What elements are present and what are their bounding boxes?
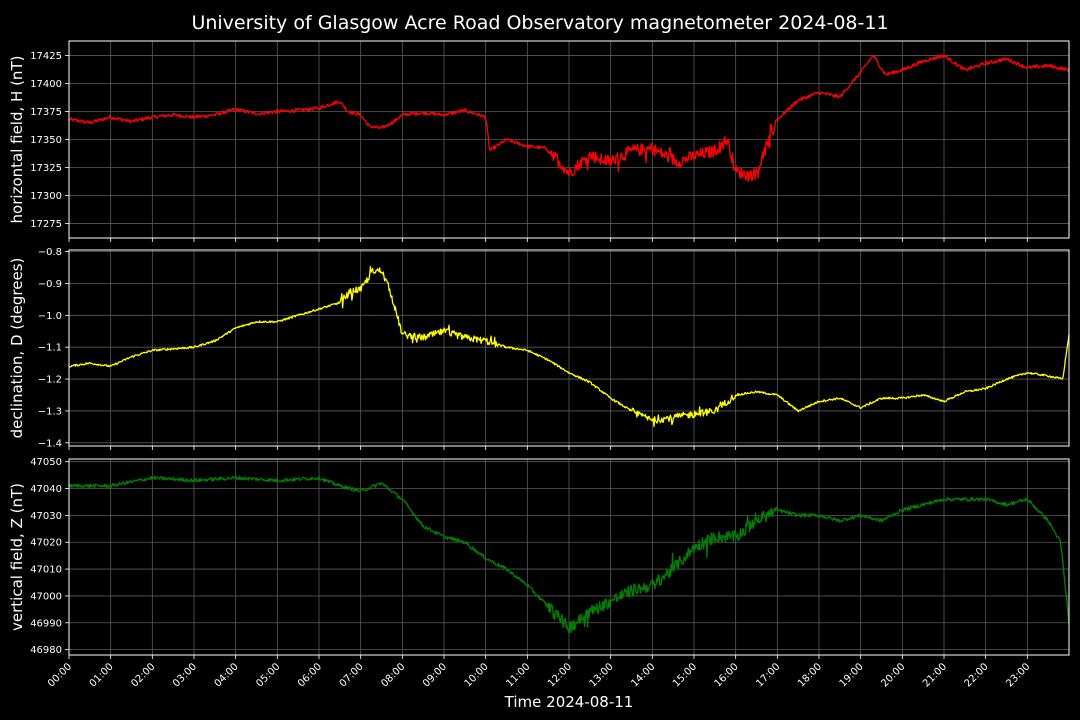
y-tick-label: 17275 <box>30 219 62 230</box>
x-tick-label: 23:00 <box>1004 661 1032 689</box>
y-tick-label: 17350 <box>30 135 62 146</box>
x-tick-label: 11:00 <box>504 661 532 689</box>
axes-frame <box>68 458 1070 656</box>
y-tick-label: 17300 <box>30 191 62 202</box>
x-tick-label: 20:00 <box>879 661 907 689</box>
y-tick-label: 47010 <box>30 565 62 576</box>
y-axis-label: vertical field, Z (nT) <box>8 483 26 631</box>
x-axis-label: Time 2024-08-11 <box>504 693 634 711</box>
y-tick-label: −1.0 <box>38 311 62 322</box>
x-tick-label: 05:00 <box>254 661 282 689</box>
x-tick-label: 04:00 <box>213 661 241 689</box>
y-tick-label: 46980 <box>30 645 62 656</box>
panel-1: 17275 17300 17325 17350 17375 17400 17425 horiz… <box>8 40 1070 242</box>
x-tick-label: 15:00 <box>671 661 699 689</box>
y-axis-label: declination, D (degrees) <box>8 258 26 439</box>
panels: 17275 17300 17325 17350 17375 17400 17425 horiz… <box>8 40 1070 690</box>
x-tick-label: 08:00 <box>379 661 407 689</box>
y-tick-label: 17425 <box>30 51 62 62</box>
x-tick-label: 21:00 <box>921 661 949 689</box>
y-tick-label: 47050 <box>30 457 62 468</box>
axes-frame <box>68 249 1070 447</box>
y-axis-label: horizontal field, H (nT) <box>8 56 26 224</box>
x-tick-label: 07:00 <box>338 661 366 689</box>
y-tick-label: −1.4 <box>38 438 62 449</box>
x-tick-label: 22:00 <box>963 661 991 689</box>
y-tick-label: −0.8 <box>38 247 62 258</box>
x-tick-label: 13:00 <box>588 661 616 689</box>
x-tick-label: 01:00 <box>88 661 116 689</box>
y-tick-label: 17400 <box>30 79 62 90</box>
y-tick-label: 17375 <box>30 107 62 118</box>
x-tick-label: 16:00 <box>713 661 741 689</box>
x-tick-label: 00:00 <box>46 661 74 689</box>
y-tick-label: 47000 <box>30 591 62 602</box>
x-tick-label: 19:00 <box>838 661 866 689</box>
data-series-line <box>68 54 1070 182</box>
x-tick-label: 10:00 <box>463 661 491 689</box>
panel-3: 00:00 01:00 02:00 03:00 04:00 05:00 06:00 07:00… <box>8 457 1070 690</box>
panel-2: −1.4 −1.3 −1.2 −1.1 −1.0 −0.9 −0.8 declination,… <box>8 247 1070 450</box>
y-tick-label: 47030 <box>30 511 62 522</box>
chart-title: University of Glasgow Acre Road Observat… <box>191 12 888 34</box>
y-tick-label: 47040 <box>30 484 62 495</box>
y-tick-label: −1.3 <box>38 406 62 417</box>
x-tick-label: 18:00 <box>796 661 824 689</box>
y-tick-label: −1.1 <box>38 343 62 354</box>
x-tick-label: 09:00 <box>421 661 449 689</box>
x-tick-label: 03:00 <box>171 661 199 689</box>
x-tick-label: 06:00 <box>296 661 324 689</box>
y-tick-label: 17325 <box>30 163 62 174</box>
x-tick-label: 12:00 <box>546 661 574 689</box>
y-tick-label: 47020 <box>30 538 62 549</box>
data-series-line <box>68 475 1070 635</box>
y-tick-label: −1.2 <box>38 375 62 386</box>
y-tick-label: 46990 <box>30 618 62 629</box>
x-tick-label: 17:00 <box>754 661 782 689</box>
y-tick-label: −0.9 <box>38 279 62 290</box>
x-tick-label: 14:00 <box>629 661 657 689</box>
data-series-line <box>68 266 1070 428</box>
x-tick-label: 02:00 <box>129 661 157 689</box>
axes-frame <box>68 40 1070 239</box>
